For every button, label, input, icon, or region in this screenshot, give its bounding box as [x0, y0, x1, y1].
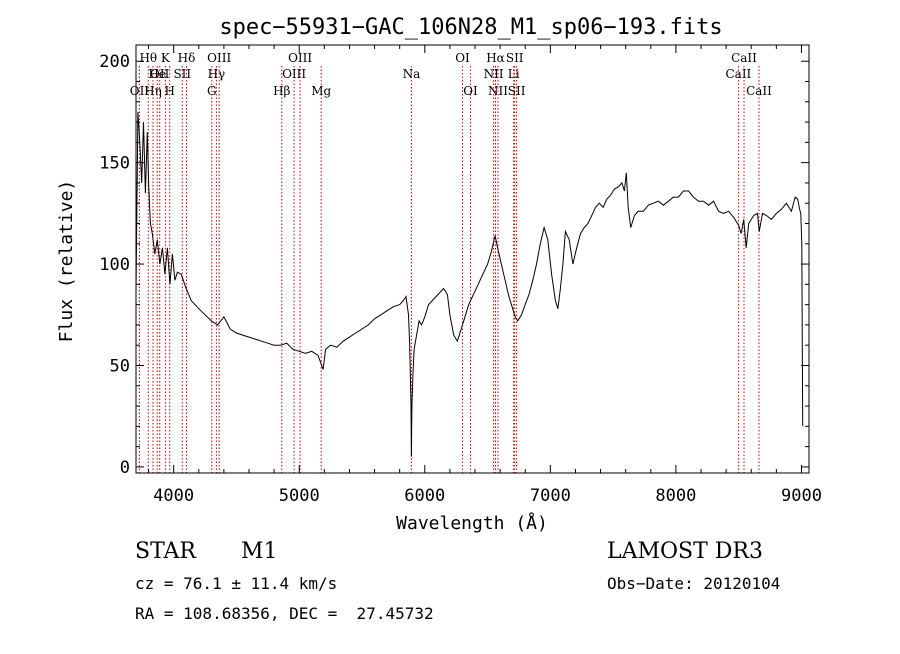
x-tick-label-1: 5000 [279, 486, 320, 506]
y-axis-ticks: 0 50 100 150 200 [99, 52, 809, 478]
line-marker-label-13: OIII [282, 67, 306, 81]
y-tick-label-1: 50 [110, 356, 130, 376]
line-marker-label-0: OII [130, 84, 150, 98]
x-axis-label: Wavelength (Å) [396, 512, 548, 534]
line-marker-label-20: Hα [486, 51, 505, 65]
line-marker-label-1: Hθ [139, 51, 157, 65]
survey-name: LAMOST DR3 [607, 539, 763, 564]
line-marker-label-8: Hδ [178, 51, 196, 65]
line-marker-label-7: SII [173, 67, 191, 81]
redshift-velocity: cz = 76.1 ± 11.4 km/s [135, 574, 338, 593]
x-axis-ticks: 4000 5000 6000 7000 8000 9000 [148, 45, 822, 506]
x-tick-label-0: 4000 [153, 486, 194, 506]
line-marker-label-12: Hβ [273, 84, 290, 98]
chart-title: spec−55931−GAC_106N28_M1_sp06−193.fits [219, 15, 722, 40]
spectrum-series-line [135, 111, 804, 457]
observation-date: Obs−Date: 20120104 [607, 574, 781, 593]
line-marker-label-27: CaII [746, 84, 772, 98]
object-class: STAR [135, 539, 196, 564]
line-marker-label-26: CaII [731, 51, 757, 65]
line-marker-label-24: SII [508, 84, 526, 98]
line-marker-label-10: Hγ [208, 67, 226, 81]
line-marker-label-group: OIIHθHηHeOIIKHSIIHδGHγOIIIHβOIIIOIIIMgNa… [130, 51, 772, 98]
y-tick-label-4: 200 [99, 52, 130, 72]
line-marker-label-23: SII [506, 51, 524, 65]
line-marker-group [138, 66, 760, 473]
plot-frame [135, 44, 810, 474]
line-marker-label-16: Na [403, 67, 421, 81]
line-marker-label-2: Hη [144, 84, 162, 98]
y-tick-label-0: 0 [120, 458, 130, 478]
line-marker-label-18: OI [463, 84, 478, 98]
line-marker-label-25: CaII [725, 67, 751, 81]
line-marker-label-11: OIII [207, 51, 231, 65]
x-tick-label-4: 8000 [655, 486, 696, 506]
line-marker-label-19: NII [484, 67, 504, 81]
line-marker-label-3: He [148, 67, 166, 81]
y-axis-label: Flux (relative) [56, 180, 77, 343]
line-marker-label-9: G [207, 84, 217, 98]
line-marker-label-21: NII [488, 84, 508, 98]
x-tick-label-5: 9000 [781, 486, 822, 506]
y-tick-label-2: 100 [99, 255, 130, 275]
line-marker-label-4: OII [150, 67, 170, 81]
line-marker-label-15: Mg [311, 84, 331, 98]
line-marker-label-17: OI [455, 51, 470, 65]
line-marker-label-6: H [164, 84, 174, 98]
line-marker-label-14: OIII [288, 51, 312, 65]
line-marker-label-22: Li [508, 67, 520, 81]
line-marker-label-5: K [161, 51, 171, 65]
coordinates: RA = 108.68356, DEC = 27.45732 [135, 604, 434, 623]
y-tick-label-3: 150 [99, 154, 130, 174]
x-tick-label-2: 6000 [404, 486, 445, 506]
object-subclass: M1 [241, 539, 278, 564]
x-tick-label-3: 7000 [530, 486, 571, 506]
